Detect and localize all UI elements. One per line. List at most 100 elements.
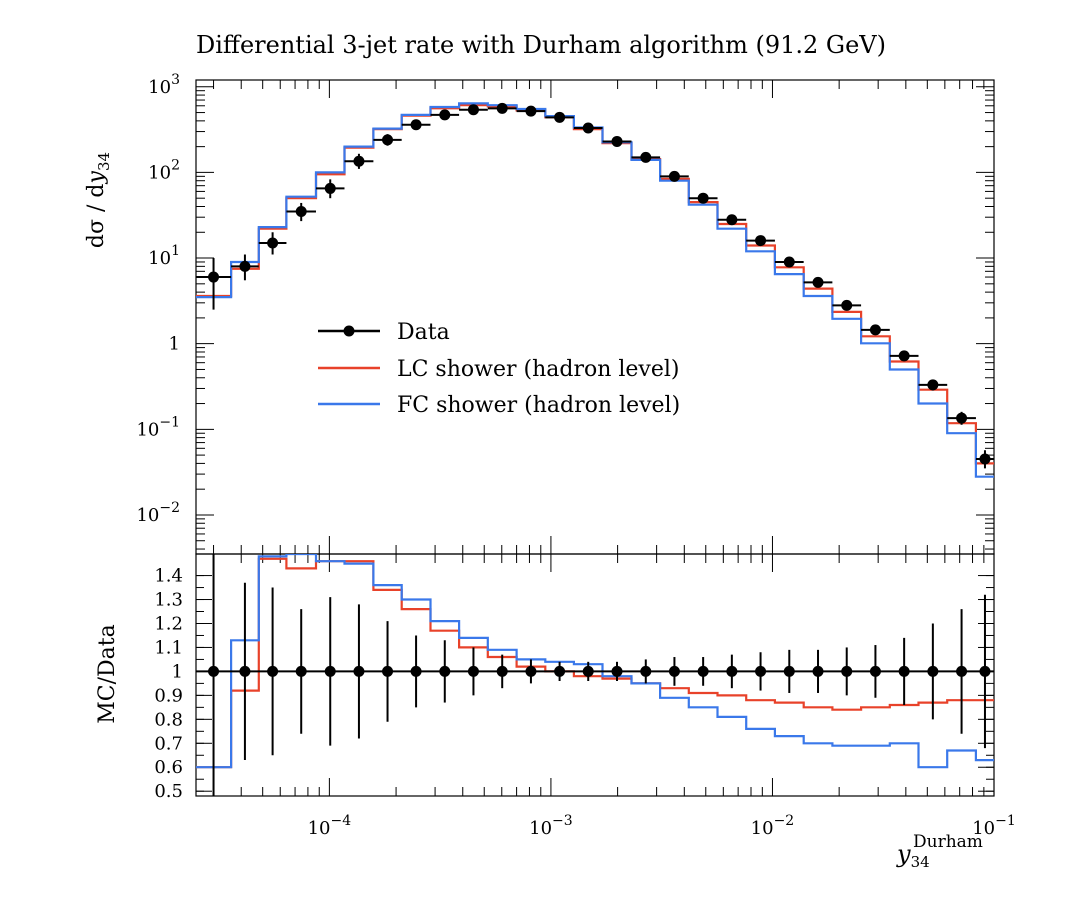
ratio-data-point (295, 665, 307, 677)
main-y-tick-label: 10−1 (136, 414, 180, 440)
data-point (668, 170, 680, 182)
chart-title: Differential 3-jet rate with Durham algo… (196, 31, 886, 59)
x-tick-exp: −4 (331, 813, 352, 829)
main-ticks (196, 80, 995, 554)
ratio-y-tick-label: 0.5 (154, 781, 183, 802)
ratio-y-tick-label: 1.4 (154, 566, 183, 587)
x-tick-base: 10 (751, 818, 774, 839)
main-y-tick-label: 102 (148, 157, 180, 183)
lc-shower-ratio-curve (196, 557, 994, 769)
ratio-data-point (783, 665, 795, 677)
legend-data-label: Data (397, 320, 450, 345)
ratio-data-point (467, 665, 479, 677)
main-y-tick-label: 101 (148, 243, 180, 269)
x-tick-exp: −3 (552, 813, 573, 829)
data-point (841, 299, 853, 311)
ratio-data-point (611, 665, 623, 677)
ratio-y-tick-label: 1 (172, 661, 183, 682)
data-point (467, 104, 479, 116)
legend-entry-fc: FC shower (hadron level) (318, 393, 680, 418)
x-tick-label: 10−1 (972, 813, 1016, 839)
ratio-y-tick-label: 0.9 (154, 685, 183, 706)
data-point (956, 412, 968, 424)
x-label-sub: 34 (911, 853, 930, 871)
data-point (554, 111, 566, 123)
x-tick-base: 10 (529, 818, 552, 839)
ratio-data-point (812, 665, 824, 677)
ratio-data-point (956, 665, 968, 677)
main-curves (196, 102, 994, 478)
data-point (382, 134, 394, 146)
ratio-data-point (668, 665, 680, 677)
data-point (726, 214, 738, 226)
legend-entry-data: Data (318, 320, 450, 345)
ratio-y-tick-label: 0.6 (154, 757, 183, 778)
data-point (295, 205, 307, 217)
main-y-axis-label: dσ / dy34 (84, 152, 113, 248)
ratio-data-point (898, 665, 910, 677)
x-tick-label: 10−4 (308, 813, 352, 839)
ratio-data-point (726, 665, 738, 677)
y-tick-base: 10 (148, 248, 171, 269)
y-tick-base: 10 (136, 419, 159, 440)
data-point (783, 256, 795, 268)
main-data-points (196, 102, 994, 469)
data-point (324, 182, 336, 194)
data-point (869, 324, 881, 336)
ratio-y-tick-label: 0.7 (154, 733, 183, 754)
main-y-label-text: dσ / d (84, 183, 109, 248)
data-point (927, 379, 939, 391)
legend-lc-label: LC shower (hadron level) (397, 357, 680, 382)
y-tick-base: 10 (148, 77, 171, 98)
ratio-y-tick-label: 1.1 (154, 637, 183, 658)
main-y-tick-label: 1 (169, 334, 180, 355)
x-tick-labels: 10−4 10−3 10−2 10−1 (308, 813, 1016, 839)
ratio-data-point (640, 665, 652, 677)
ratio-y-tick-label: 1.3 (154, 590, 183, 611)
ratio-y-axis-label: MC/Data (95, 624, 120, 723)
ratio-data-point (582, 665, 594, 677)
x-axis-label: y34 (896, 840, 930, 871)
legend: Data LC shower (hadron level) FC shower … (318, 320, 680, 418)
ratio-data-point (239, 665, 251, 677)
ratio-data-points (196, 554, 994, 796)
data-point (353, 155, 365, 167)
ratio-plot-frame (195, 553, 995, 797)
x-tick-exp: −1 (995, 813, 1016, 829)
data-point (979, 453, 991, 465)
data-point (267, 237, 279, 249)
ratio-data-point (554, 665, 566, 677)
ratio-y-tick-label: 1.2 (154, 613, 183, 634)
ratio-data-point (382, 665, 394, 677)
data-point (239, 260, 251, 272)
x-label-var: y (896, 840, 911, 868)
data-point (525, 105, 537, 117)
x-tick-label: 10−3 (529, 813, 573, 839)
ratio-data-point (324, 665, 336, 677)
y-tick-base: 1 (169, 334, 180, 355)
data-point (611, 135, 623, 147)
ratio-data-point (841, 665, 853, 677)
data-point (208, 271, 220, 283)
ratio-data-point (697, 665, 709, 677)
ratio-data-point (525, 665, 537, 677)
ratio-data-point (755, 665, 767, 677)
ratio-data-point (496, 665, 508, 677)
y-tick-exp: −2 (159, 500, 180, 516)
main-plot-frame (195, 79, 995, 555)
ratio-data-point (927, 665, 939, 677)
x-tick-label: 10−2 (751, 813, 795, 839)
data-point (812, 276, 824, 288)
data-point (697, 192, 709, 204)
y-tick-base: 10 (148, 162, 171, 183)
x-label-sup: Durham (913, 832, 983, 852)
main-y-label-var: y (84, 170, 109, 184)
y-tick-exp: −1 (159, 414, 180, 430)
fc-shower-curve (196, 102, 994, 478)
legend-fc-label: FC shower (hadron level) (397, 393, 680, 418)
data-point (496, 102, 508, 114)
main-y-label-sub: 34 (95, 152, 113, 171)
